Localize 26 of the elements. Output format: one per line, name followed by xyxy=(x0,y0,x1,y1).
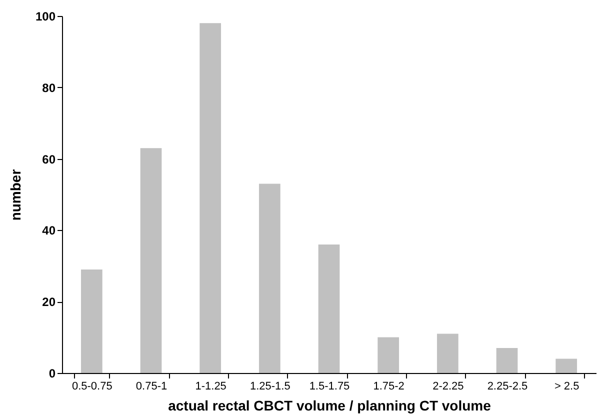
y-tick-label: 80 xyxy=(42,80,56,95)
bar xyxy=(378,337,400,373)
bar xyxy=(556,358,578,373)
bar xyxy=(200,23,222,373)
x-tick-label: 1.25-1.5 xyxy=(250,380,290,392)
y-tick-label: 20 xyxy=(42,295,56,310)
x-axis-title: actual rectal CBCT volume / planning CT volume xyxy=(168,398,492,414)
y-tick-label: 0 xyxy=(48,366,56,380)
x-tick-label: 1.5-1.75 xyxy=(309,380,350,392)
x-tick-label: 1-1.25 xyxy=(195,380,226,392)
y-tick-label: 40 xyxy=(42,224,56,238)
x-tick-label: 1.75-2 xyxy=(373,380,404,392)
bar xyxy=(80,269,102,373)
x-tick-label: 0.75-1 xyxy=(136,380,168,392)
bar xyxy=(258,184,280,373)
x-tick-label: 2-2.25 xyxy=(432,380,464,392)
x-tick-label: 0.5-0.75 xyxy=(72,380,112,392)
bar xyxy=(436,334,458,373)
y-axis-title: number xyxy=(7,168,24,221)
bar xyxy=(318,244,340,373)
x-tick-label: 2.25-2.5 xyxy=(487,380,528,392)
x-tick-label: > 2.5 xyxy=(554,380,580,392)
bar xyxy=(496,348,518,373)
bar xyxy=(140,148,162,373)
y-tick-label: 100 xyxy=(35,10,56,24)
y-tick-label: 60 xyxy=(42,152,56,166)
